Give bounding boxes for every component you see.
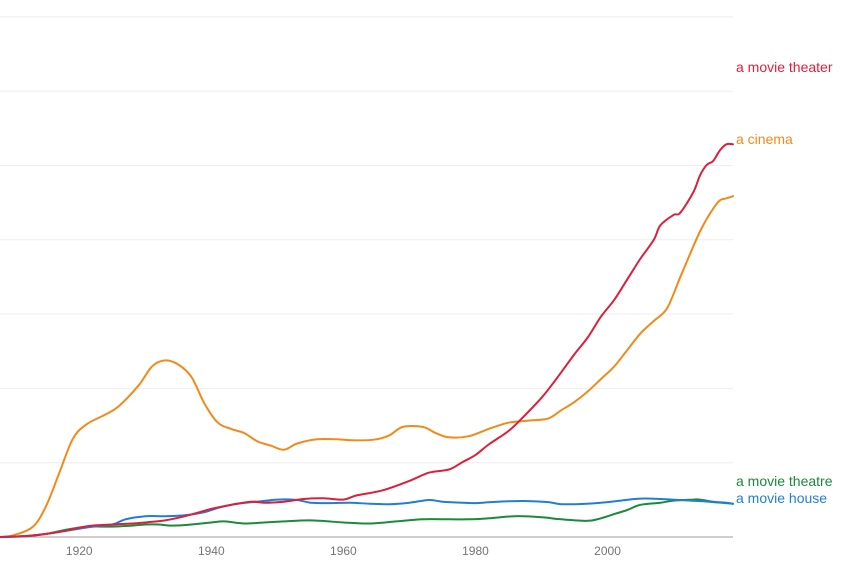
series-label-a-movie-theatre[interactable]: a movie theatre: [736, 473, 833, 489]
series-labels: a movie theater a cinema a movie theatre…: [736, 59, 833, 506]
series-label-a-movie-house[interactable]: a movie house: [736, 490, 827, 506]
x-tick-1920: 1920: [66, 544, 93, 558]
series-line-a-movie-theatre[interactable]: [0, 498, 734, 538]
x-tick-1960: 1960: [330, 544, 357, 558]
series-line-a-movie-theater[interactable]: [0, 142, 734, 538]
x-tick-1980: 1980: [462, 544, 489, 558]
series-line-a-movie-house[interactable]: [0, 497, 734, 538]
gridlines: [0, 16, 733, 464]
series-lines: [0, 142, 734, 538]
x-tick-2000: 2000: [594, 544, 621, 558]
series-label-a-cinema[interactable]: a cinema: [736, 131, 793, 147]
x-tick-1940: 1940: [198, 544, 225, 558]
x-axis-ticks: 1920 1940 1960 1980 2000: [66, 544, 621, 558]
series-line-a-cinema[interactable]: [0, 195, 734, 538]
series-label-a-movie-theater[interactable]: a movie theater: [736, 59, 833, 75]
